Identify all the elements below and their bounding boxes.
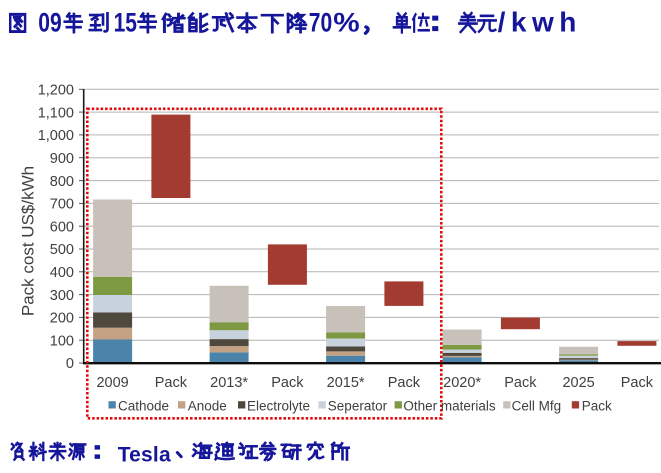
svg-text:Tesla: Tesla <box>118 444 171 467</box>
svg-text:/kwh: /kwh <box>498 7 582 38</box>
svg-text:Pack: Pack <box>388 375 421 391</box>
svg-text:2025: 2025 <box>562 375 594 391</box>
svg-text:Other materials: Other materials <box>403 398 496 413</box>
svg-text:1,200: 1,200 <box>38 83 74 99</box>
svg-text:Pack: Pack <box>504 375 537 391</box>
svg-text:15: 15 <box>114 8 137 38</box>
svg-text:Cell Mfg: Cell Mfg <box>512 398 562 413</box>
svg-text:600: 600 <box>50 219 74 235</box>
svg-text:Electrolyte: Electrolyte <box>247 398 310 413</box>
svg-text:500: 500 <box>50 242 74 258</box>
svg-text:70: 70 <box>309 8 332 38</box>
svg-text:100: 100 <box>50 333 74 349</box>
svg-text:0: 0 <box>66 356 74 372</box>
svg-text:400: 400 <box>50 265 74 281</box>
svg-text:2015*: 2015* <box>327 375 365 391</box>
svg-text:09: 09 <box>38 8 61 38</box>
svg-text:900: 900 <box>50 151 74 167</box>
svg-text:Anode: Anode <box>188 398 227 413</box>
svg-text:700: 700 <box>50 197 74 213</box>
svg-text:1,100: 1,100 <box>38 105 74 121</box>
svg-text:Cathode: Cathode <box>118 398 169 413</box>
svg-text:Pack: Pack <box>621 375 654 391</box>
svg-text:Pack: Pack <box>271 375 304 391</box>
svg-text:300: 300 <box>50 288 74 304</box>
svg-text:%: % <box>333 8 359 38</box>
svg-text:2013*: 2013* <box>210 375 248 391</box>
svg-text:Seperator: Seperator <box>328 398 388 413</box>
svg-text:200: 200 <box>50 311 74 327</box>
svg-text:800: 800 <box>50 174 74 190</box>
svg-text:Pack: Pack <box>155 375 188 391</box>
svg-text:2009: 2009 <box>96 375 128 391</box>
svg-text:Pack: Pack <box>582 398 612 413</box>
svg-text:2020*: 2020* <box>443 375 481 391</box>
svg-text:1,000: 1,000 <box>38 128 74 144</box>
svg-text:Pack cost US$/kWh: Pack cost US$/kWh <box>19 166 38 316</box>
